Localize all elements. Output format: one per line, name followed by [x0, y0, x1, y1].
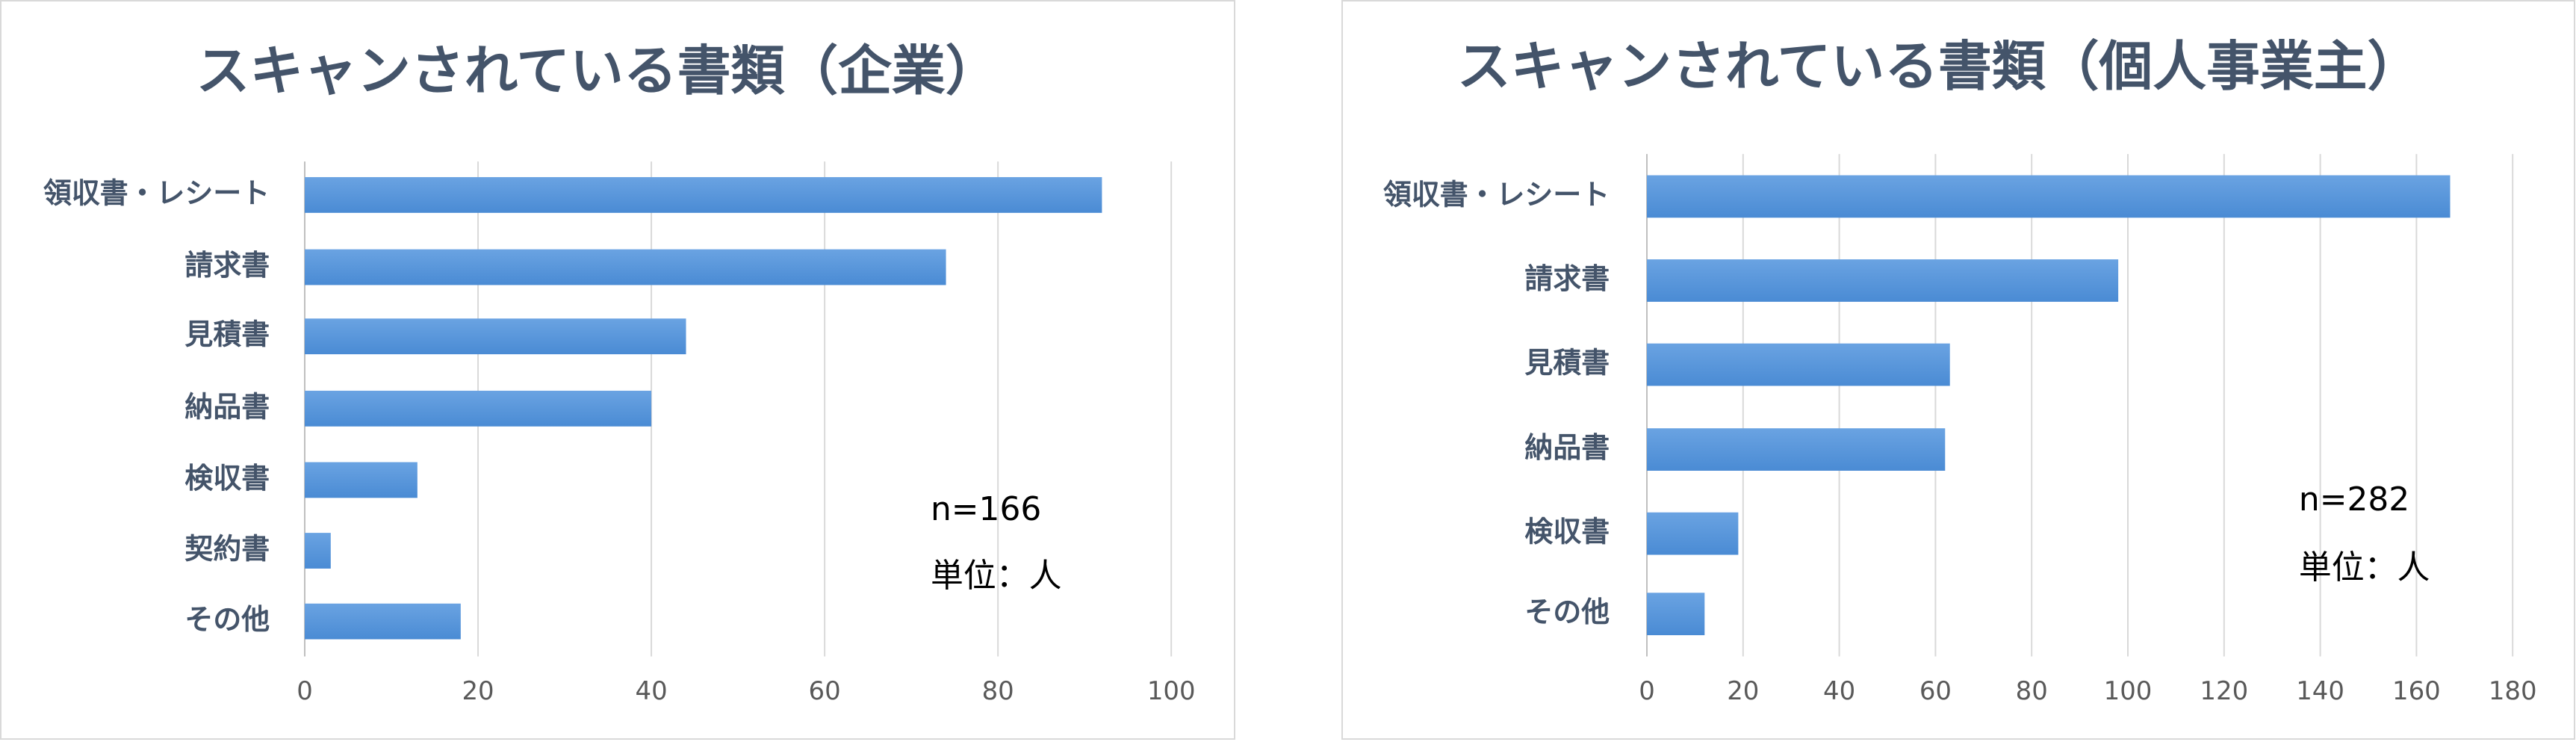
bar	[1647, 428, 1946, 471]
x-tick-label: 100	[2104, 676, 2153, 705]
x-tick-label: 0	[297, 676, 313, 705]
x-tick-label: 180	[2489, 676, 2537, 705]
bar	[1647, 259, 2119, 302]
category-label: 納品書	[1524, 431, 1610, 464]
x-tick-label: 0	[1639, 676, 1655, 705]
x-tick-label: 140	[2296, 676, 2344, 705]
category-label: 契約書	[184, 533, 270, 566]
x-tick-label: 20	[462, 676, 494, 705]
bar	[305, 177, 1102, 213]
chart-panel-sole-proprietors: スキャンされている書類（個人事業主） 0 20 40 60 80 100 120 140 160 1…	[1341, 0, 2575, 740]
bar	[1647, 175, 2451, 218]
bar	[1647, 512, 1739, 555]
x-tick-label: 100	[1147, 676, 1196, 705]
x-tick-label: 60	[1919, 676, 1952, 705]
x-tick-label: 80	[2016, 676, 2048, 705]
category-label: その他	[184, 603, 270, 636]
x-tick-label: 120	[2200, 676, 2248, 705]
category-label: 検収書	[1524, 516, 1610, 548]
category-label: 領収書・レシート	[43, 176, 270, 209]
chart-panel-companies: スキャンされている書類（企業） 0 20 40 60 80 100 領収書・レシート請求書見積…	[0, 0, 1235, 740]
x-tick-label: 20	[1727, 676, 1759, 705]
bar	[305, 249, 946, 285]
x-tick-label: 60	[809, 676, 841, 705]
bar-chart-companies: スキャンされている書類（企業） 0 20 40 60 80 100 領収書・レシート請求書見積…	[43, 40, 1196, 706]
bar-chart-sole-proprietors: スキャンされている書類（個人事業主） 0 20 40 60 80 100 120 140 160 1…	[1383, 35, 2537, 706]
category-label: 検収書	[184, 462, 270, 495]
x-tick-label: 40	[1823, 676, 1855, 705]
category-label: 納品書	[184, 390, 270, 423]
chart-title: スキャンされている書類（個人事業主）	[1457, 35, 2421, 98]
bar	[305, 533, 331, 569]
chart-annotation: n=166	[931, 490, 1041, 528]
bar	[305, 390, 652, 427]
chart-annotation: n=282	[2299, 480, 2409, 519]
bar	[1647, 343, 1950, 386]
category-label: 見積書	[1524, 347, 1610, 380]
chart-title: スキャンされている書類（企業）	[196, 40, 999, 102]
bar	[1647, 593, 1705, 636]
bar	[305, 462, 418, 498]
category-label: 請求書	[184, 249, 270, 282]
bar	[305, 603, 461, 640]
x-tick-label: 40	[636, 676, 668, 705]
category-label: 見積書	[184, 318, 270, 351]
bar	[305, 318, 686, 355]
category-label: その他	[1524, 596, 1610, 628]
category-label: 領収書・レシート	[1383, 178, 1610, 211]
x-tick-label: 80	[982, 676, 1014, 705]
chart-annotation: 単位：人	[2299, 548, 2430, 587]
chart-annotation: 単位：人	[931, 557, 1062, 595]
category-label: 請求書	[1524, 262, 1610, 295]
x-tick-label: 160	[2392, 676, 2441, 705]
